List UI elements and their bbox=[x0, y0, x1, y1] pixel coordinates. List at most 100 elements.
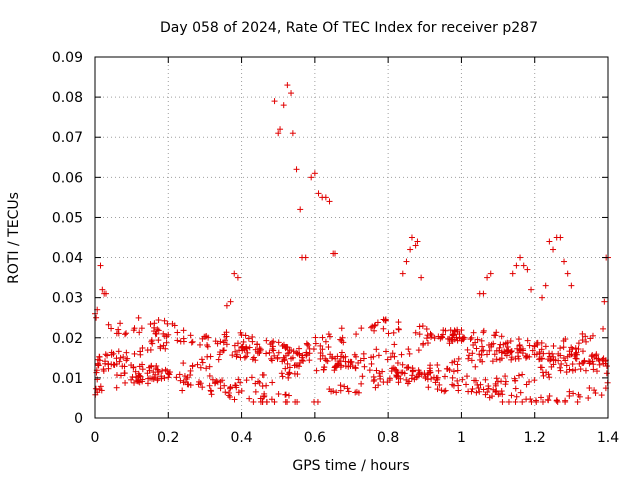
chart-title: Day 058 of 2024, Rate Of TEC Index for r… bbox=[160, 20, 538, 36]
data-point-outlier bbox=[326, 198, 333, 205]
data-point bbox=[370, 373, 377, 380]
data-point bbox=[371, 327, 378, 334]
data-point bbox=[389, 350, 396, 357]
data-point bbox=[508, 348, 515, 355]
data-point bbox=[249, 338, 256, 345]
data-point bbox=[498, 388, 505, 395]
data-point-outlier bbox=[399, 270, 406, 277]
data-point bbox=[115, 326, 122, 333]
data-point bbox=[386, 377, 393, 384]
data-point bbox=[492, 389, 499, 396]
data-point bbox=[174, 337, 181, 344]
data-point bbox=[593, 351, 600, 358]
data-point bbox=[286, 364, 293, 371]
data-point bbox=[286, 370, 293, 377]
data-point bbox=[347, 359, 354, 366]
data-point bbox=[526, 378, 533, 385]
y-tick-label: 0.03 bbox=[52, 291, 83, 307]
data-point bbox=[563, 369, 570, 376]
data-point bbox=[515, 336, 522, 343]
data-point bbox=[502, 373, 509, 380]
data-point bbox=[131, 350, 138, 357]
data-point-outlier bbox=[297, 206, 304, 213]
data-point bbox=[256, 379, 263, 386]
data-point bbox=[285, 392, 292, 399]
data-point bbox=[546, 350, 553, 357]
data-point bbox=[338, 349, 345, 356]
data-point bbox=[368, 360, 375, 367]
data-point bbox=[199, 359, 206, 366]
y-tick-label: 0 bbox=[74, 411, 83, 427]
data-point bbox=[557, 352, 564, 359]
data-point bbox=[322, 338, 329, 345]
data-point bbox=[226, 393, 233, 400]
data-point bbox=[244, 349, 251, 356]
data-point bbox=[221, 347, 228, 354]
data-point bbox=[231, 396, 238, 403]
data-point bbox=[517, 389, 524, 396]
data-point bbox=[600, 325, 607, 332]
x-tick-label: 0.6 bbox=[304, 430, 326, 446]
data-point-outlier bbox=[480, 290, 487, 297]
data-point bbox=[213, 378, 220, 385]
data-point bbox=[416, 370, 423, 377]
data-point bbox=[96, 357, 103, 364]
data-point bbox=[238, 387, 245, 394]
data-point bbox=[294, 350, 301, 357]
data-point-outlier bbox=[102, 290, 109, 297]
data-point-outlier bbox=[528, 286, 535, 293]
data-point bbox=[428, 332, 435, 339]
data-point bbox=[570, 390, 577, 397]
data-point bbox=[581, 358, 588, 365]
data-point-outlier bbox=[561, 258, 568, 265]
data-point bbox=[515, 372, 522, 379]
data-point bbox=[508, 354, 515, 361]
data-point bbox=[358, 380, 365, 387]
data-point bbox=[203, 365, 210, 372]
data-point bbox=[586, 385, 593, 392]
data-point bbox=[390, 364, 397, 371]
data-point bbox=[194, 361, 201, 368]
data-point bbox=[368, 324, 375, 331]
data-point bbox=[375, 382, 382, 389]
data-point bbox=[385, 330, 392, 337]
data-point bbox=[393, 372, 400, 379]
data-point bbox=[404, 380, 411, 387]
data-point bbox=[591, 387, 598, 394]
data-point bbox=[444, 365, 451, 372]
data-point bbox=[146, 367, 153, 374]
data-point bbox=[279, 358, 286, 365]
data-point-outlier bbox=[315, 190, 322, 197]
data-point bbox=[441, 388, 448, 395]
data-point bbox=[398, 369, 405, 376]
data-point bbox=[493, 356, 500, 363]
data-point bbox=[491, 351, 498, 358]
data-point bbox=[105, 321, 112, 328]
data-point bbox=[326, 333, 333, 340]
data-point-outlier bbox=[408, 234, 415, 241]
data-point bbox=[185, 381, 192, 388]
data-point bbox=[471, 377, 478, 384]
data-point bbox=[573, 349, 580, 356]
data-point bbox=[113, 384, 120, 391]
data-point bbox=[122, 379, 129, 386]
data-point bbox=[455, 355, 462, 362]
data-point bbox=[274, 355, 281, 362]
data-point bbox=[303, 351, 310, 358]
data-point bbox=[282, 352, 289, 359]
data-point bbox=[139, 344, 146, 351]
data-point bbox=[340, 354, 347, 361]
data-point bbox=[598, 392, 605, 399]
data-point bbox=[515, 355, 522, 362]
data-point bbox=[179, 387, 186, 394]
data-point bbox=[250, 398, 257, 405]
data-point bbox=[310, 346, 317, 353]
data-point bbox=[412, 329, 419, 336]
data-point bbox=[263, 337, 270, 344]
data-point bbox=[113, 330, 120, 337]
y-axis-label: ROTI / TECUs bbox=[6, 192, 22, 284]
data-point bbox=[161, 317, 168, 324]
data-point bbox=[128, 376, 135, 383]
x-tick-label: 0.8 bbox=[377, 430, 399, 446]
data-point bbox=[166, 371, 173, 378]
